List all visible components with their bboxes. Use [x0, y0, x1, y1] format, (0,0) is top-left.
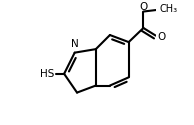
Text: N: N [71, 39, 79, 49]
Text: O: O [157, 32, 165, 42]
Text: O: O [139, 2, 147, 12]
Text: CH₃: CH₃ [160, 4, 178, 14]
Text: HS: HS [41, 69, 55, 79]
